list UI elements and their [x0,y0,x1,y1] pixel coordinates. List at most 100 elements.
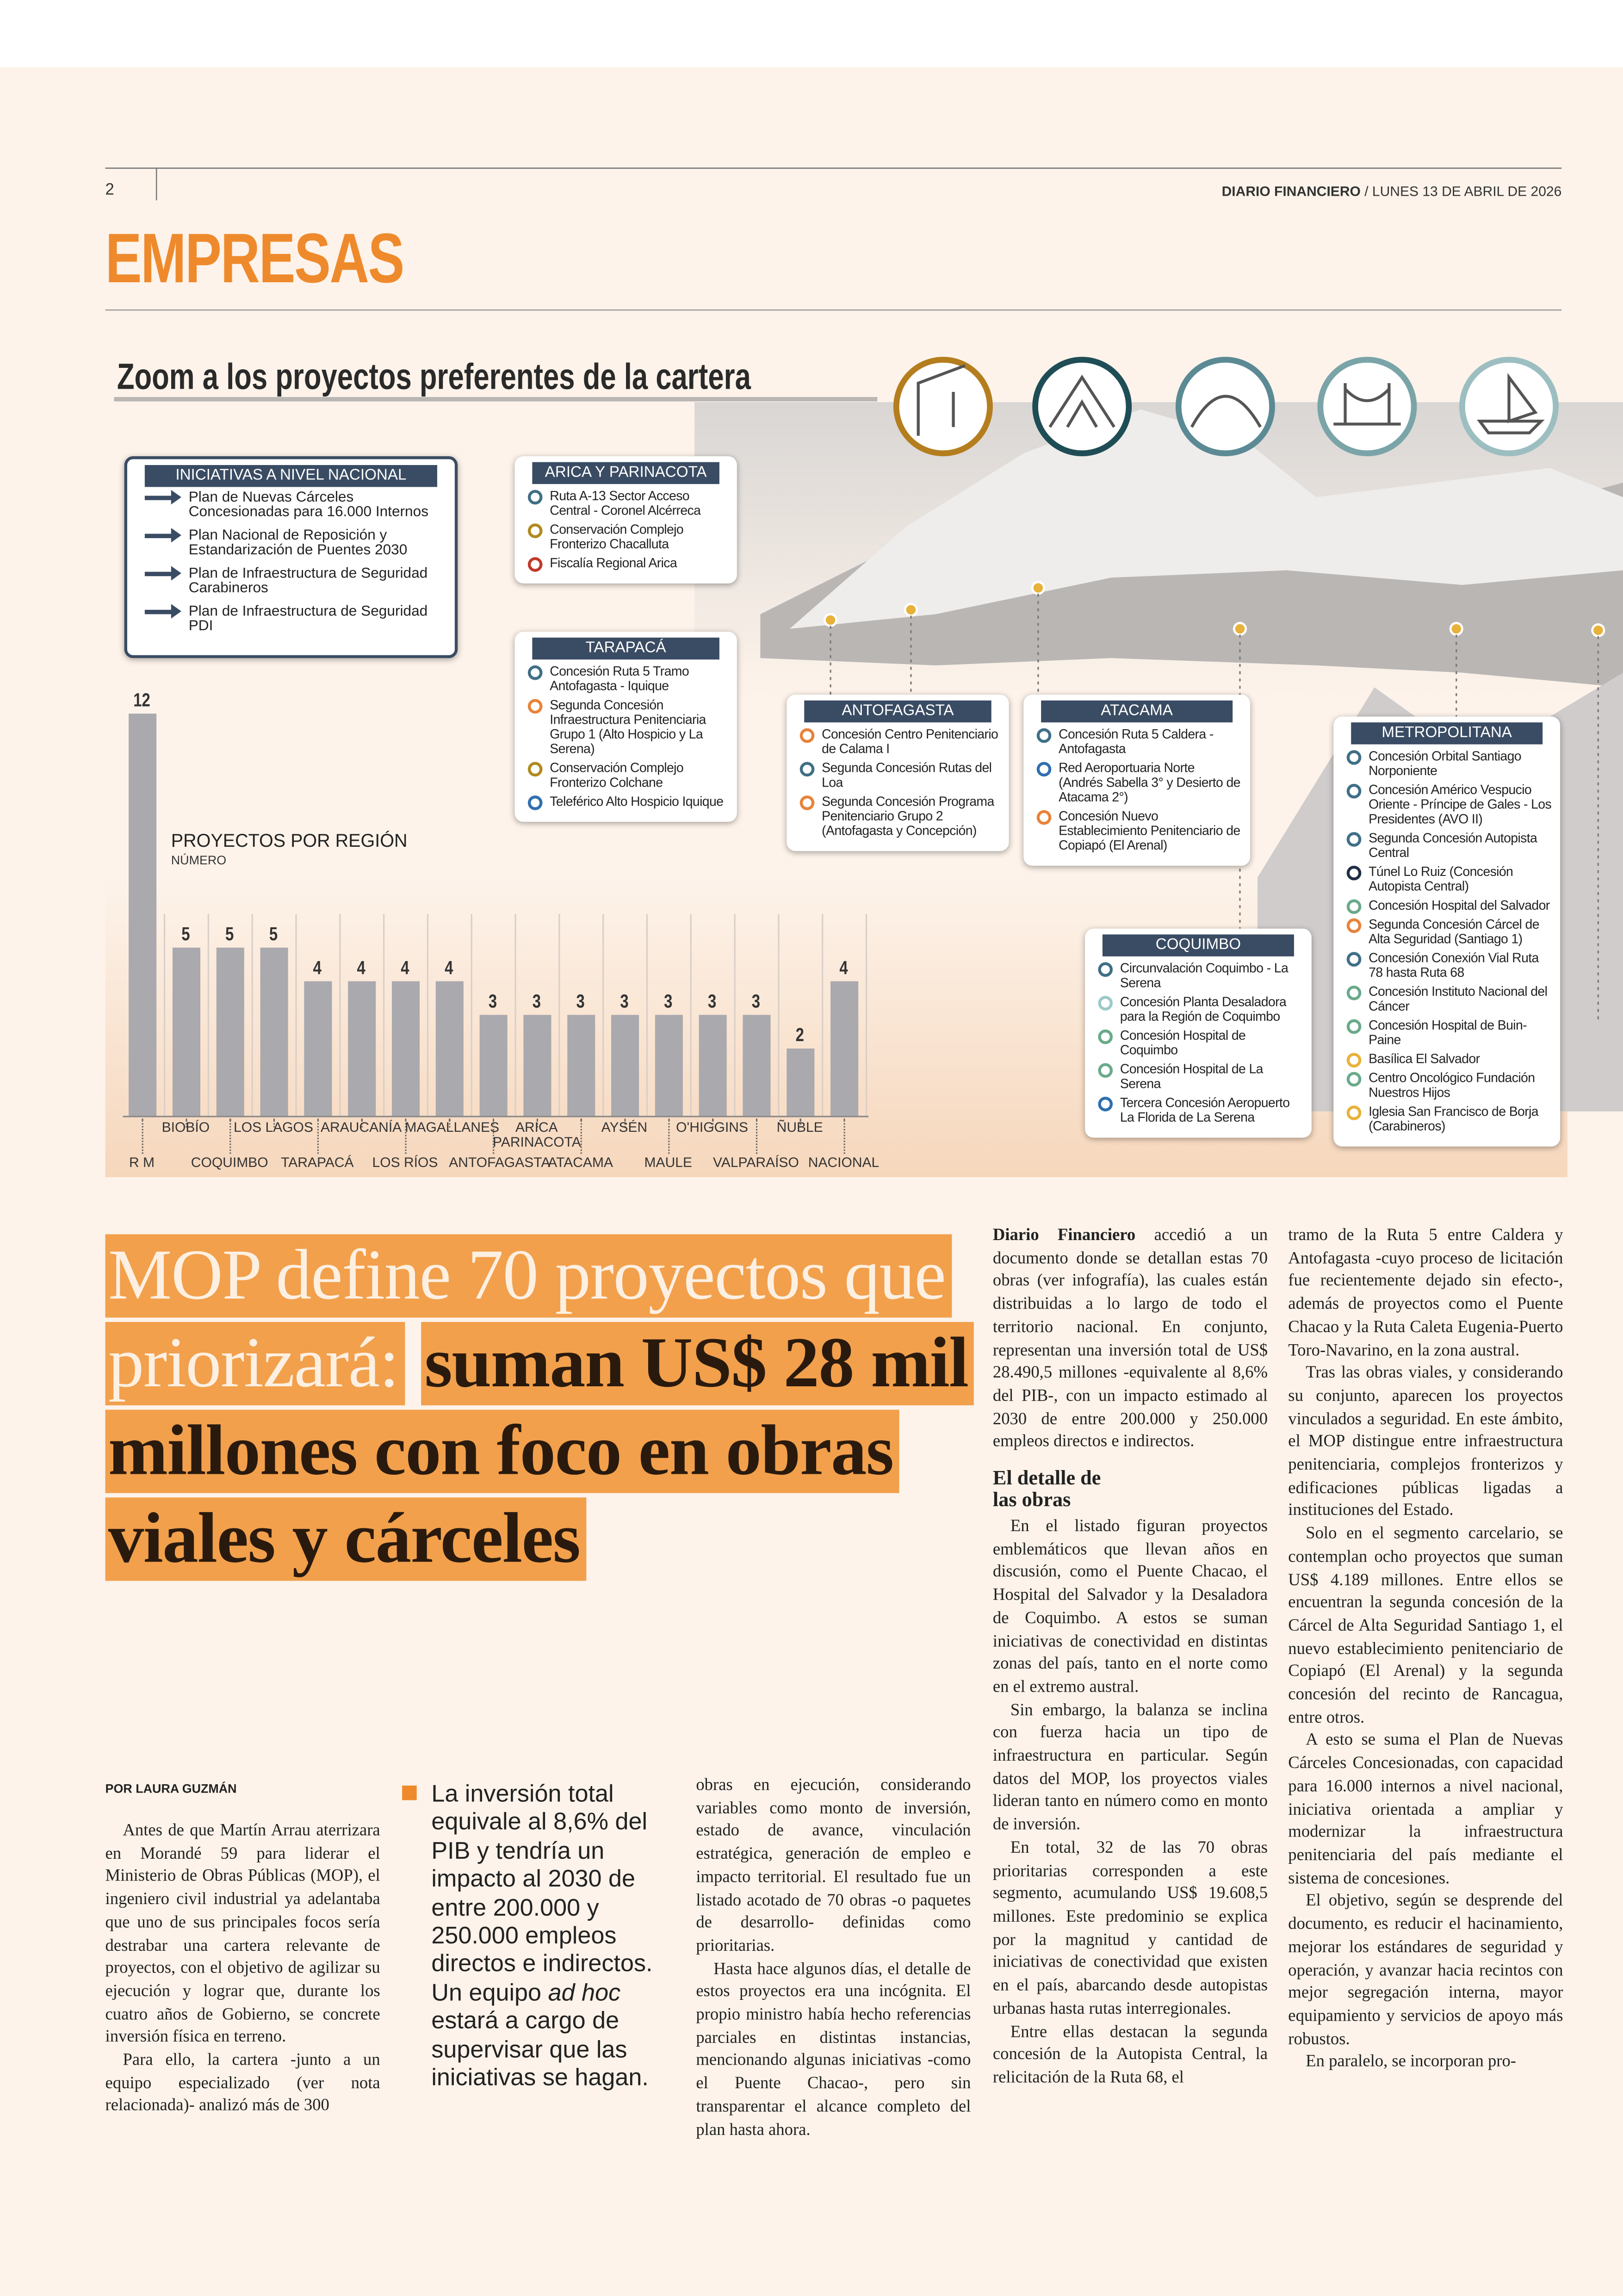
tick-line [536,1118,539,1128]
value-label: 4 [839,956,848,979]
bar [391,981,419,1116]
region-item: Teleférico Alto Hospicio Iquique [527,794,728,810]
lead: Diario Financiero [992,1225,1136,1245]
subhead: El detalle de las obras [992,1468,1101,1512]
region-item: Concesión Orbital Santiago Norponiente [1345,749,1552,778]
item-text: Segunda Concesión Autopista Central [1369,831,1537,860]
paragraph: En el listado figuran proyectos emblemát… [992,1516,1268,1696]
tick-line [405,1118,407,1154]
value-label: 4 [313,956,322,979]
paragraph: Tras las obras viales, y considerando su… [1288,1363,1563,1520]
value-label: 3 [620,990,629,1012]
grid-line [690,914,692,1116]
region-item: Segunda Concesión Infraestructura Penite… [527,698,728,756]
item-text: Segunda Concesión Programa Penitenciario… [822,794,994,838]
item-text: Conservación Complejo Fronterizo Chacall… [550,522,684,552]
pull-quote: La inversión total equivale al 8,6% del … [402,1781,665,2093]
region-item: Tercera Concesión Aeropuerto La Florida … [1096,1095,1303,1124]
grid-line [295,914,297,1116]
arrow-icon [144,605,181,617]
quote-mark [402,1785,417,1800]
bar [742,1015,770,1116]
region-item: Concesión Instituto Nacional del Cáncer [1345,984,1552,1013]
x-tick-label: VALPARAÍSO [713,1155,799,1172]
grid-line [646,914,648,1116]
status-dot [1098,1063,1113,1078]
bar [786,1049,814,1116]
status-dot [1346,750,1362,765]
region-box: ATACAMA Concesión Ruta 5 Caldera - Antofa… [1023,695,1251,866]
item-text: Concesión Instituto Nacional del Cáncer [1369,984,1548,1014]
tick-line [229,1118,231,1154]
item-text: Tercera Concesión Aeropuerto La Florida … [1120,1095,1290,1125]
bar [830,981,858,1116]
x-tick-label: BIOBÍO [161,1120,210,1136]
item-text: Concesión Hospital de Buin-Paine [1369,1018,1527,1047]
quote-italic: ad hoc [548,1980,621,2006]
x-tick-label: AYSÉN [601,1120,648,1136]
region-item: Segunda Concesión Cárcel de Alta Segurid… [1345,917,1552,946]
item-text: Concesión Hospital de La Serena [1120,1061,1264,1091]
grid-line [207,914,209,1116]
item-text: Basílica El Salvador [1369,1051,1480,1066]
status-dot [1346,1072,1362,1087]
status-dot [1098,1029,1113,1044]
x-tick-label: ANTOFAGASTA [449,1155,551,1172]
region-item: Concesión Centro Penitenciario de Calama… [799,727,1000,756]
region-item: Basílica El Salvador [1345,1051,1552,1068]
x-tick-label: R M [129,1155,155,1172]
item-text: Concesión Planta Desaladora para la Regi… [1120,994,1287,1024]
quote-text: estará a cargo de supervisar que las ini… [431,2008,649,2091]
region-item: Concesión Hospital de La Serena [1096,1061,1303,1091]
region-item: Concesión Conexión Vial Ruta 78 hasta Ru… [1345,950,1552,980]
axis-line [123,1116,869,1117]
arrow-icon [144,529,181,541]
x-tick-label: LOS LAGOS [234,1120,313,1136]
item-text: Plan de Infraestructura de Seguridad PDI [188,604,428,635]
headline-dark: suman US$ 28 mil millones con foco en ob… [105,1322,974,1581]
status-dot [1098,996,1113,1011]
paragraph: obras en ejecución, considerando variabl… [696,1775,971,1955]
x-tick-label: ARICA PARINACOTA [493,1120,581,1151]
region-title: ANTOFAGASTA [804,700,991,723]
status-dot [527,490,543,505]
region-item: Concesión Ruta 5 Tramo Antofagasta - Iqu… [527,664,728,693]
status-dot [1346,783,1362,799]
item-text: Red Aeroportuaria Norte (Andrés Sabella … [1059,760,1240,805]
region-item: Circunvalación Coquimbo - La Serena [1096,961,1303,990]
status-dot [1098,1097,1113,1111]
x-tick-label: LOS RÍOS [372,1155,438,1172]
item-text: Concesión Centro Penitenciario de Calama… [822,726,998,756]
region-title: TARAPACÁ [532,637,719,660]
value-label: 5 [181,923,190,945]
item-text: Fiscalía Regional Arica [550,555,677,571]
item-text: Plan Nacional de Reposición y Estandariz… [188,527,408,559]
paragraph: Entre ellas destacan la segunda concesió… [992,2022,1268,2087]
region-item: Concesión Planta Desaladora para la Regi… [1096,994,1303,1024]
grid-line [778,914,780,1116]
grid-line [163,914,166,1116]
grid-line [602,914,604,1116]
item-text: Concesión Ruta 5 Tramo Antofagasta - Iqu… [550,664,689,694]
page-number: 2 [105,181,114,199]
grid-line [339,914,341,1116]
item-text: Túnel Lo Ruiz (Concesión Autopista Centr… [1369,864,1513,894]
region-item: Concesión Nuevo Establecimiento Penitenc… [1035,809,1242,853]
grid-line [865,914,867,1116]
region-item: Concesión Américo Vespucio Oriente - Prí… [1345,782,1552,826]
paragraph: tramo de la Ruta 5 entre Caldera y Antof… [1288,1225,1563,1359]
status-dot [527,523,543,539]
tick-line [273,1118,275,1128]
item-text: Segunda Concesión Infraestructura Penite… [550,697,706,756]
tick-line [361,1118,363,1128]
region-item: Conservación Complejo Fronterizo Colchan… [527,760,728,790]
bar [479,1015,507,1116]
national-title: INICIATIVAS A NIVEL NACIONAL [144,465,437,487]
bar [128,714,156,1116]
x-tick-label: O'HIGGINS [676,1120,749,1136]
region-box: METROPOLITANA Concesión Orbital Santiago … [1333,716,1561,1147]
region-title: METROPOLITANA [1351,722,1543,745]
tick-line [712,1118,714,1128]
status-dot [527,665,543,680]
